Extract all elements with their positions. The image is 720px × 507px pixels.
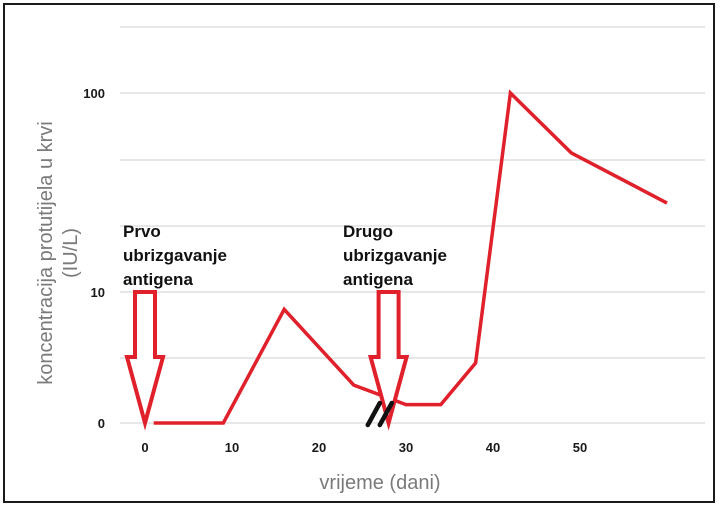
injection-arrow (367, 290, 410, 431)
break-slash (365, 400, 383, 428)
annotation-line: Drugo (343, 222, 393, 241)
x-tick-label: 50 (573, 440, 587, 455)
gridlines (120, 26, 705, 424)
annotation-line: antigena (123, 270, 193, 289)
axis-break-mark (365, 400, 395, 428)
x-tick-label: 0 (141, 440, 148, 455)
annotation-line: ubrizgavanje (343, 246, 447, 265)
y-tick-label: 0 (98, 416, 105, 431)
annotation-line: ubrizgavanje (123, 246, 227, 265)
y-axis-title-line1: koncentracija protutijela u krvi (35, 121, 57, 384)
y-axis-title-line2: (IU/L) (60, 228, 82, 278)
annotation-line: Prvo (123, 222, 161, 241)
arrow-layer (124, 290, 410, 431)
x-tick-labels: 0 10 20 30 40 50 (141, 440, 587, 455)
break-slash (377, 400, 395, 428)
x-tick-label: 30 (399, 440, 413, 455)
x-tick-label: 20 (312, 440, 326, 455)
y-tick-labels: 0 10 100 (83, 86, 105, 431)
x-axis-title: vrijeme (dani) (319, 472, 440, 494)
annotation-line: antigena (343, 270, 413, 289)
x-tick-label: 10 (225, 440, 239, 455)
x-tick-label: 40 (486, 440, 500, 455)
series-layer (153, 89, 668, 425)
chart-frame: 0 10 100 0 10 20 30 40 50 Prvo ubrizgavanje antig… (3, 3, 715, 503)
y-tick-label: 100 (83, 86, 105, 101)
annotation-layer: Prvo ubrizgavanje antigena Drugo ubrizgavanj… (123, 222, 447, 289)
antibody-concentration-chart: 0 10 100 0 10 20 30 40 50 Prvo ubrizgavanje antig… (35, 26, 705, 494)
series-line (153, 89, 668, 425)
injection-arrow (124, 290, 166, 431)
y-tick-label: 10 (91, 285, 105, 300)
